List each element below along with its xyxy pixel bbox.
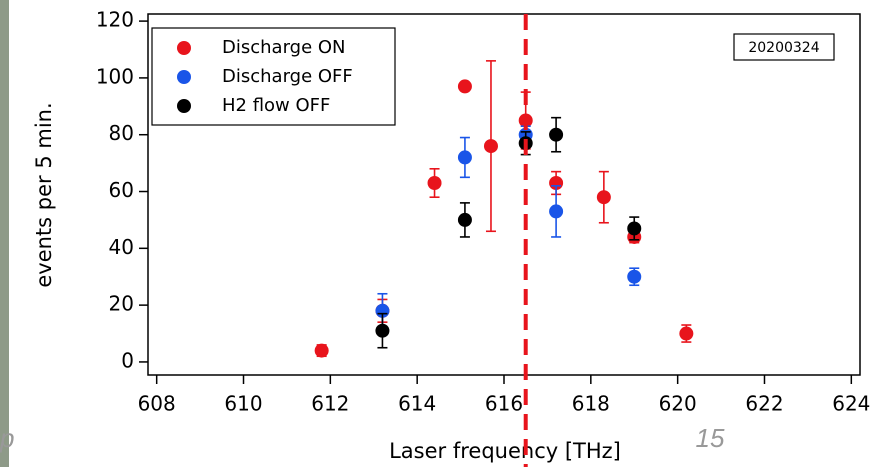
y-tick-label: 120: [96, 8, 134, 32]
point: [457, 79, 472, 94]
point: [483, 139, 498, 154]
annotation: 20200324: [748, 40, 819, 56]
point: [375, 323, 390, 338]
y-tick-label: 40: [109, 235, 134, 259]
y-tick-label: 20: [109, 292, 134, 316]
point: [427, 175, 442, 190]
point: [457, 212, 472, 227]
x-tick-label: 620: [659, 392, 697, 416]
x-tick-label: 618: [572, 392, 610, 416]
legend-marker: [177, 41, 191, 55]
background-strip: [0, 0, 9, 467]
x-tick-label: 622: [745, 392, 783, 416]
point: [457, 150, 472, 165]
point: [314, 343, 329, 358]
x-tick-label: 610: [224, 392, 262, 416]
y-tick-label: 0: [121, 348, 134, 372]
point: [549, 127, 564, 142]
legend-label: H2 flow OFF: [222, 95, 330, 116]
point: [627, 221, 642, 236]
y-tick-label: 60: [109, 178, 134, 202]
slide-text: p: [0, 423, 14, 453]
page-number: 15: [696, 423, 725, 453]
annotation-box: [733, 33, 835, 61]
y-tick-label: 80: [109, 121, 134, 145]
point: [596, 190, 611, 205]
x-tick-label: 624: [832, 392, 870, 416]
legend-marker: [177, 70, 191, 84]
x-tick-label: 614: [398, 392, 436, 416]
legend-box: [151, 27, 396, 126]
x-tick-label: 616: [485, 392, 523, 416]
legend-label: Discharge OFF: [222, 66, 353, 87]
legend-label: Discharge ON: [222, 37, 346, 58]
x-tick-label: 608: [138, 392, 176, 416]
x-axis-label: Laser frequency [THz]: [389, 439, 621, 463]
point: [679, 326, 694, 341]
legend-marker: [177, 99, 191, 113]
y-tick-label: 100: [96, 64, 134, 88]
point: [627, 269, 642, 284]
x-tick-label: 612: [311, 392, 349, 416]
y-axis-label: events per 5 min.: [32, 102, 56, 287]
point: [549, 204, 564, 219]
